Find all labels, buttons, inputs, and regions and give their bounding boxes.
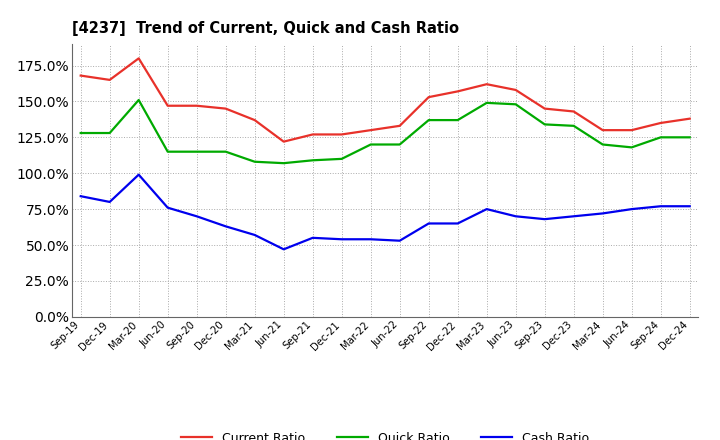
Quick Ratio bbox=[105, 130, 114, 136]
Cash Ratio bbox=[279, 247, 288, 252]
Quick Ratio bbox=[163, 149, 172, 154]
Quick Ratio bbox=[221, 149, 230, 154]
Quick Ratio bbox=[424, 117, 433, 123]
Cash Ratio bbox=[251, 232, 259, 238]
Cash Ratio bbox=[395, 238, 404, 243]
Cash Ratio bbox=[657, 204, 665, 209]
Quick Ratio bbox=[570, 123, 578, 128]
Quick Ratio bbox=[308, 158, 317, 163]
Cash Ratio bbox=[221, 224, 230, 229]
Cash Ratio bbox=[76, 194, 85, 199]
Current Ratio bbox=[570, 109, 578, 114]
Cash Ratio bbox=[541, 216, 549, 222]
Quick Ratio bbox=[395, 142, 404, 147]
Current Ratio bbox=[338, 132, 346, 137]
Current Ratio bbox=[482, 81, 491, 87]
Current Ratio bbox=[657, 120, 665, 125]
Current Ratio bbox=[598, 128, 607, 133]
Cash Ratio bbox=[685, 204, 694, 209]
Quick Ratio bbox=[76, 130, 85, 136]
Line: Quick Ratio: Quick Ratio bbox=[81, 100, 690, 163]
Current Ratio bbox=[541, 106, 549, 111]
Quick Ratio bbox=[657, 135, 665, 140]
Quick Ratio bbox=[482, 100, 491, 106]
Line: Current Ratio: Current Ratio bbox=[81, 59, 690, 142]
Current Ratio bbox=[627, 128, 636, 133]
Quick Ratio bbox=[511, 102, 520, 107]
Current Ratio bbox=[366, 128, 375, 133]
Cash Ratio bbox=[511, 214, 520, 219]
Cash Ratio bbox=[105, 199, 114, 205]
Cash Ratio bbox=[192, 214, 201, 219]
Quick Ratio bbox=[279, 161, 288, 166]
Current Ratio bbox=[105, 77, 114, 83]
Cash Ratio bbox=[163, 205, 172, 210]
Cash Ratio bbox=[135, 172, 143, 177]
Quick Ratio bbox=[454, 117, 462, 123]
Cash Ratio bbox=[424, 221, 433, 226]
Cash Ratio bbox=[454, 221, 462, 226]
Cash Ratio bbox=[482, 206, 491, 212]
Cash Ratio bbox=[308, 235, 317, 241]
Current Ratio bbox=[308, 132, 317, 137]
Cash Ratio bbox=[598, 211, 607, 216]
Legend: Current Ratio, Quick Ratio, Cash Ratio: Current Ratio, Quick Ratio, Cash Ratio bbox=[176, 427, 594, 440]
Current Ratio bbox=[221, 106, 230, 111]
Current Ratio bbox=[685, 116, 694, 121]
Cash Ratio bbox=[570, 214, 578, 219]
Current Ratio bbox=[192, 103, 201, 108]
Quick Ratio bbox=[251, 159, 259, 165]
Cash Ratio bbox=[338, 237, 346, 242]
Current Ratio bbox=[163, 103, 172, 108]
Quick Ratio bbox=[685, 135, 694, 140]
Text: [4237]  Trend of Current, Quick and Cash Ratio: [4237] Trend of Current, Quick and Cash … bbox=[72, 21, 459, 36]
Current Ratio bbox=[454, 89, 462, 94]
Current Ratio bbox=[511, 87, 520, 92]
Quick Ratio bbox=[366, 142, 375, 147]
Quick Ratio bbox=[135, 97, 143, 103]
Current Ratio bbox=[135, 56, 143, 61]
Current Ratio bbox=[251, 117, 259, 123]
Cash Ratio bbox=[627, 206, 636, 212]
Line: Cash Ratio: Cash Ratio bbox=[81, 175, 690, 249]
Current Ratio bbox=[279, 139, 288, 144]
Quick Ratio bbox=[338, 156, 346, 161]
Quick Ratio bbox=[541, 122, 549, 127]
Current Ratio bbox=[424, 95, 433, 100]
Quick Ratio bbox=[192, 149, 201, 154]
Current Ratio bbox=[76, 73, 85, 78]
Quick Ratio bbox=[627, 145, 636, 150]
Quick Ratio bbox=[598, 142, 607, 147]
Current Ratio bbox=[395, 123, 404, 128]
Cash Ratio bbox=[366, 237, 375, 242]
